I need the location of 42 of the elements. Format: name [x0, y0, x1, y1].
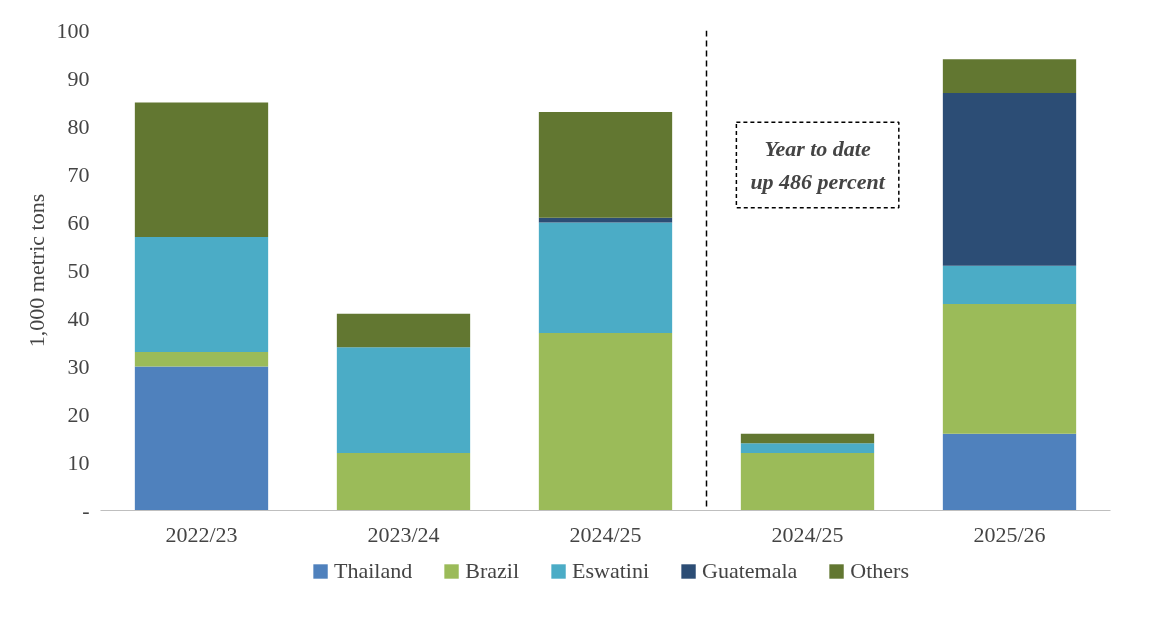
- y-tick-label: 100: [56, 17, 90, 43]
- y-tick-label: 90: [67, 65, 90, 91]
- bar: [336, 347, 471, 453]
- annotation: Year to date up 486 percent: [750, 136, 886, 194]
- bar: [942, 59, 1077, 93]
- bar: [538, 332, 673, 511]
- bar: [538, 222, 673, 333]
- y-tick-label: 30: [67, 353, 90, 379]
- bar: [134, 102, 269, 237]
- x-tick-label: 2022/23: [165, 521, 238, 547]
- bar: [740, 452, 875, 511]
- bar: [134, 352, 269, 367]
- legend-label: Eswatini: [572, 558, 650, 584]
- bar: [538, 112, 673, 218]
- legend-label: Thailand: [334, 558, 413, 584]
- y-tick-label: 20: [67, 401, 90, 427]
- y-tick-label: 10: [67, 449, 90, 475]
- bar: [942, 265, 1077, 305]
- x-tick-label: 2025/26: [973, 521, 1046, 547]
- bar: [336, 452, 471, 511]
- bar: [134, 236, 269, 353]
- bar: [740, 433, 875, 444]
- y-tick-label: -: [82, 497, 90, 523]
- legend-label: Brazil: [465, 558, 520, 584]
- bar: [336, 313, 471, 348]
- bar: [942, 433, 1077, 511]
- bar: [942, 92, 1077, 266]
- x-tick-label: 2023/24: [367, 521, 440, 547]
- bar: [538, 217, 673, 223]
- y-tick-label: 60: [67, 209, 90, 235]
- y-axis-title: 1,000 metric tons: [23, 193, 49, 348]
- y-tick-label: 40: [67, 305, 90, 331]
- bar: [942, 304, 1077, 434]
- y-tick-label: 80: [67, 113, 90, 139]
- y-tick-label: 50: [67, 257, 90, 283]
- legend-label: Others: [850, 558, 909, 584]
- x-tick-label: 2024/25: [569, 521, 642, 547]
- bar: [740, 443, 875, 453]
- y-tick-label: 70: [67, 161, 90, 187]
- bar: [134, 366, 269, 511]
- x-tick-label: 2024/25: [771, 521, 844, 547]
- legend-label: Guatemala: [702, 558, 798, 584]
